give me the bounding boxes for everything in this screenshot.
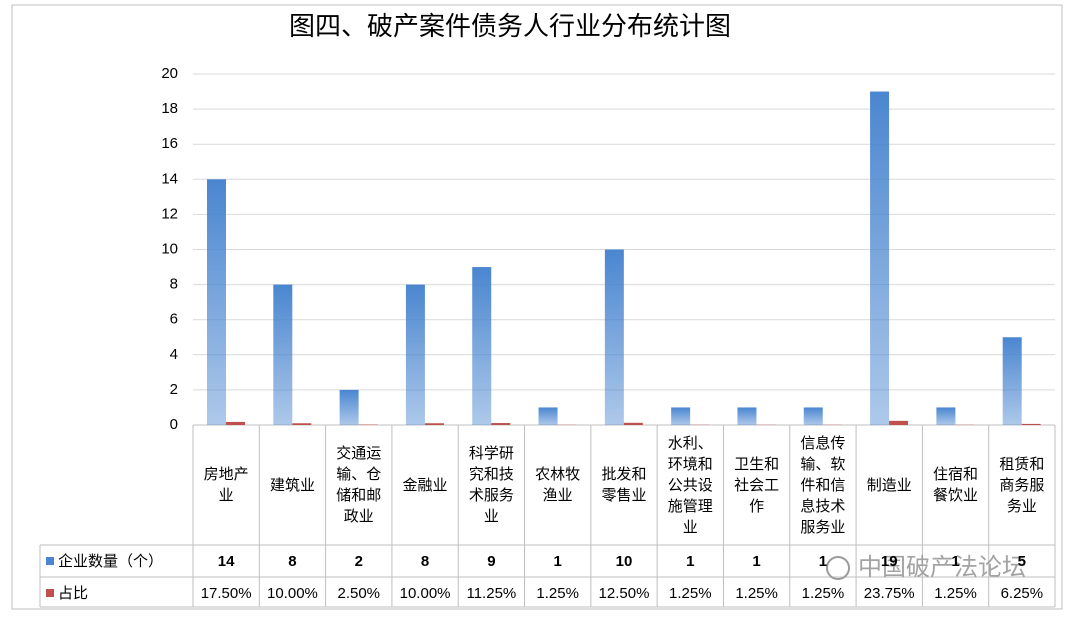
- bar: [936, 407, 956, 425]
- frame: [11, 4, 1063, 610]
- table-value: 1.25%: [735, 584, 778, 602]
- y-tick-label: 4: [170, 346, 178, 363]
- bar: [226, 421, 245, 425]
- table-value: 2: [354, 552, 363, 570]
- watermark-icon: [826, 556, 850, 580]
- table-value: 8: [288, 552, 297, 570]
- bar: [737, 407, 757, 425]
- x-tick-label: 金融业: [402, 475, 448, 494]
- bar: [671, 407, 691, 425]
- x-tick-label: 建筑业: [269, 475, 315, 494]
- bar: [870, 91, 890, 426]
- table-value: 1.25%: [536, 584, 579, 602]
- legend-swatch: [46, 589, 54, 597]
- table-value: 10.00%: [267, 584, 318, 602]
- bar: [207, 179, 226, 425]
- bar: [889, 420, 909, 425]
- y-tick-label: 2: [170, 381, 178, 398]
- table-value: 12.50%: [598, 584, 650, 602]
- bar: [1002, 337, 1022, 425]
- bar: [292, 423, 312, 425]
- table-value: 14: [217, 552, 235, 570]
- table-value: 9: [487, 552, 496, 570]
- table-value: 5: [1017, 552, 1026, 570]
- x-tick-label: 农林牧渔业: [535, 465, 581, 504]
- legend-label: 企业数量（个）: [58, 551, 164, 570]
- table-value: 10.00%: [399, 584, 451, 602]
- y-tick-label: 0: [170, 416, 178, 433]
- bar: [273, 284, 293, 425]
- table-value: 1.25%: [934, 584, 977, 602]
- bar: [472, 267, 492, 425]
- legend-swatch: [46, 557, 54, 565]
- x-tick-label: 信息传输、软件和信息技术服务业: [800, 433, 846, 536]
- bar: [339, 389, 359, 425]
- x-tick-label: 科学研究和技术服务业: [468, 444, 514, 525]
- x-tick-label: 租赁和商务服务业: [999, 454, 1045, 515]
- legend-label: 占比: [58, 583, 89, 602]
- y-tick-label: 6: [170, 311, 178, 328]
- bar: [405, 284, 425, 425]
- table-value: 19: [880, 552, 898, 570]
- table-value: 8: [420, 552, 430, 570]
- table-value: 10: [615, 552, 633, 570]
- bar: [803, 407, 823, 425]
- table-value: 1: [686, 552, 695, 570]
- y-tick-label: 14: [161, 170, 178, 187]
- bar: [424, 423, 444, 425]
- y-tick-label: 20: [161, 65, 178, 82]
- chart-title: 图四、破产案件债务人行业分布统计图: [289, 12, 731, 42]
- table-value: 6.25%: [1000, 584, 1044, 602]
- table-value: 1: [752, 552, 761, 570]
- y-tick-label: 10: [161, 240, 178, 257]
- y-tick-label: 18: [161, 100, 178, 117]
- x-tick-label: 批发和零售业: [601, 465, 647, 504]
- y-tick-label: 16: [161, 135, 178, 152]
- y-tick-label: 12: [161, 205, 178, 222]
- x-tick-label: 水利、环境和公共设施管理业: [667, 433, 713, 536]
- x-tick-label: 住宿和餐饮业: [933, 465, 979, 504]
- table-value: 23.75%: [863, 584, 915, 602]
- table-value: 1: [553, 552, 562, 570]
- watermark: 中国破产法论坛: [858, 553, 1026, 581]
- table-value: 1: [818, 552, 828, 570]
- table-value: 1: [951, 552, 960, 570]
- bar: [538, 407, 558, 425]
- table-value: 2.50%: [337, 584, 381, 602]
- table-value: 11.25%: [466, 584, 517, 602]
- y-tick-label: 8: [170, 276, 178, 293]
- table-value: 1.25%: [801, 584, 845, 602]
- bar: [1021, 423, 1041, 425]
- x-tick-label: 房地产业: [203, 465, 249, 504]
- bar: [623, 422, 643, 425]
- x-tick-label: 卫生和社会工作: [734, 454, 780, 515]
- table-value: 17.50%: [200, 584, 252, 602]
- x-tick-label: 制造业: [866, 475, 912, 494]
- table-value: 1.25%: [669, 584, 712, 602]
- bar: [604, 249, 624, 425]
- bar: [491, 423, 511, 425]
- x-tick-label: 交通运输、仓储和邮政业: [336, 444, 382, 525]
